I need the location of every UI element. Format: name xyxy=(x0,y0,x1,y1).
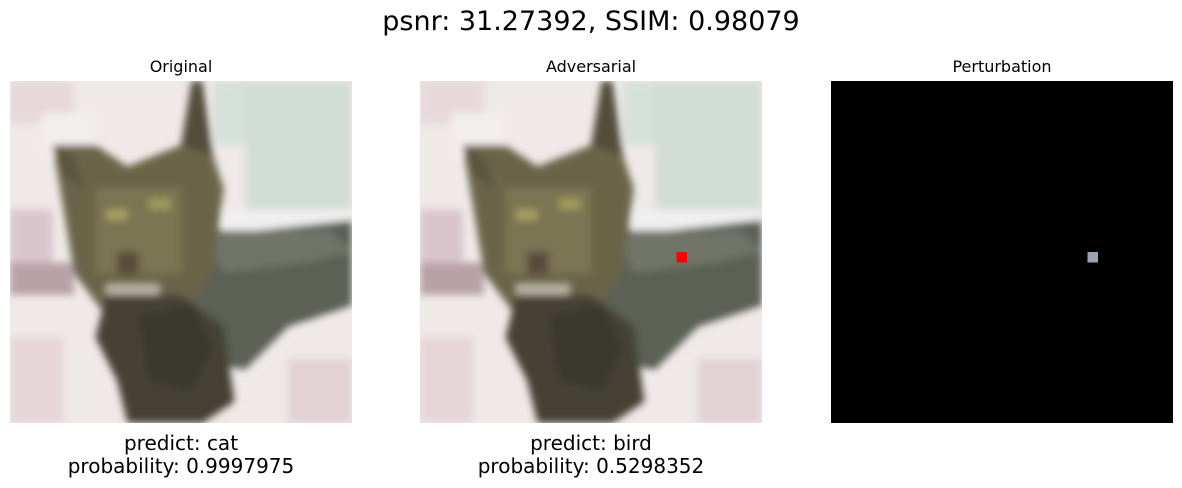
perturbation-pixel xyxy=(1087,252,1099,263)
perturbation-image xyxy=(831,81,1173,423)
panel-title-perturbation: Perturbation xyxy=(952,57,1052,76)
perturbed-pixel xyxy=(676,252,688,263)
panel-title-original: Original xyxy=(149,57,213,76)
original-caption: predict: cat probability: 0.9997975 xyxy=(10,432,352,478)
adversarial-image xyxy=(420,81,762,423)
original-image xyxy=(10,81,352,423)
panel-title-adversarial: Adversarial xyxy=(545,57,637,76)
original-predict: predict: cat xyxy=(123,431,239,455)
adversarial-probability: probability: 0.5298352 xyxy=(477,454,705,478)
adversarial-predict: predict: bird xyxy=(530,431,652,455)
figure-suptitle: psnr: 31.27392, SSIM: 0.98079 xyxy=(382,6,800,37)
original-probability: probability: 0.9997975 xyxy=(67,454,295,478)
adversarial-caption: predict: bird probability: 0.5298352 xyxy=(420,432,762,478)
